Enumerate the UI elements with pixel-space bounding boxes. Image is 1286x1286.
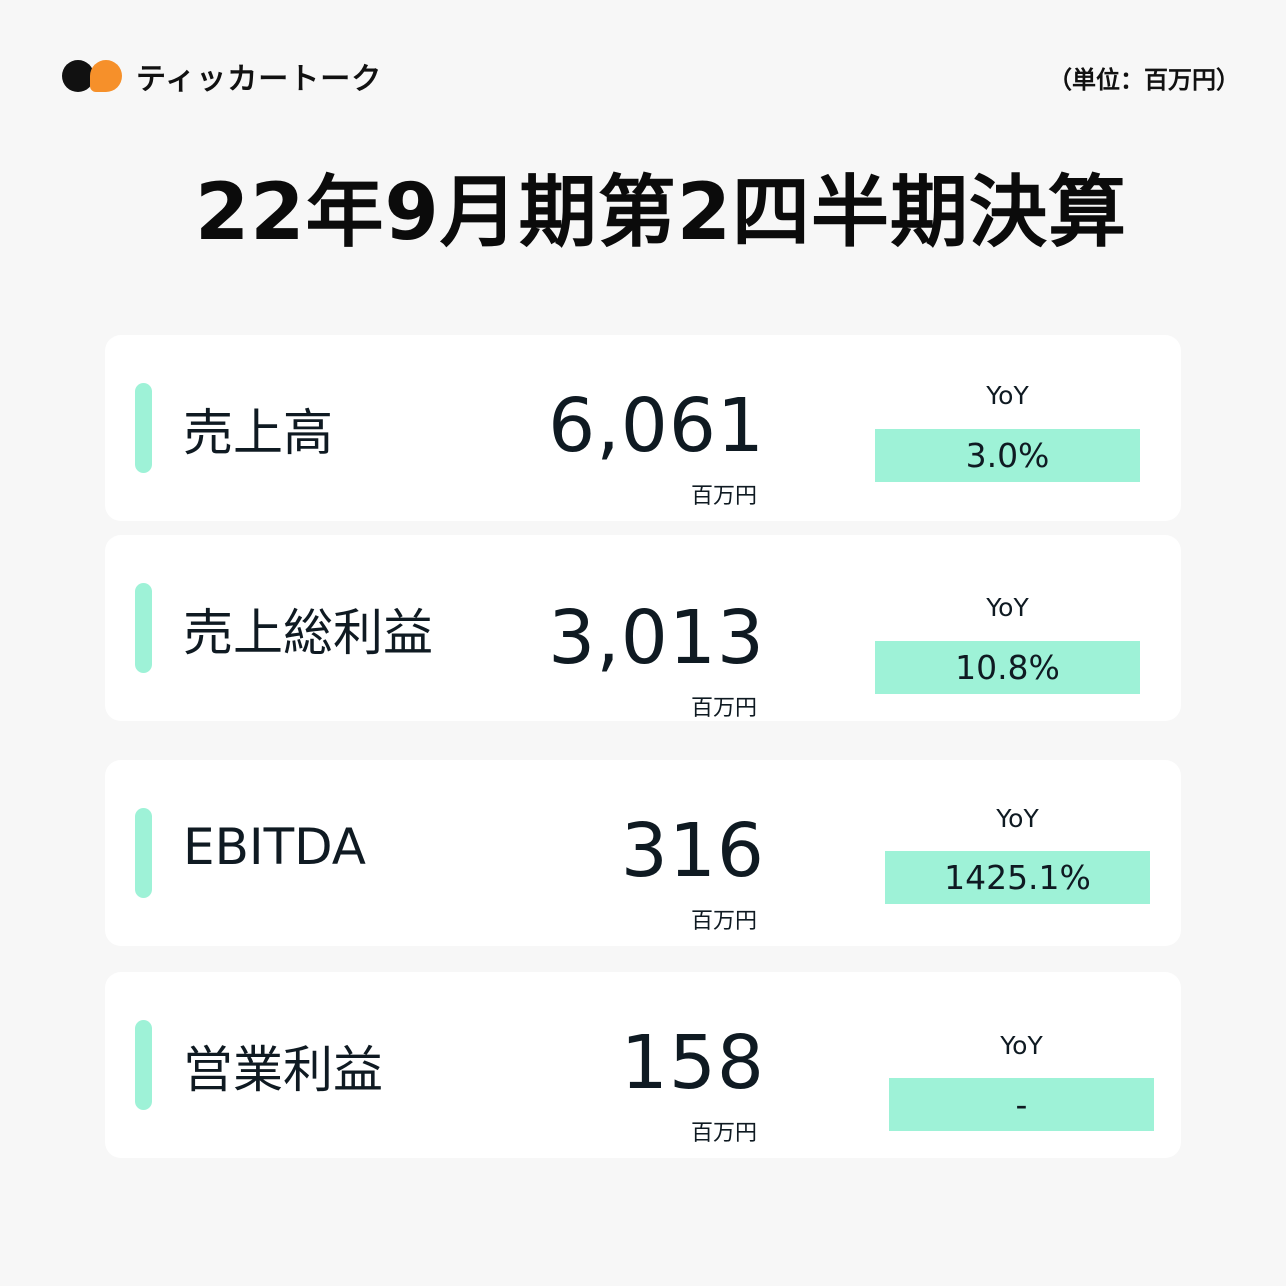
- metric-unit: 百万円: [690, 909, 757, 934]
- metric-label: 営業利益: [183, 1041, 383, 1099]
- yoy-caption: YoY: [986, 593, 1029, 622]
- metric-value: 3,013: [548, 595, 765, 681]
- yoy-caption: YoY: [1000, 1031, 1043, 1060]
- metric-card-operating-income: 営業利益 158 百万円 YoY -: [105, 972, 1181, 1158]
- metric-value: 6,061: [548, 383, 765, 469]
- accent-bar: [135, 583, 152, 673]
- brand: ティッカートーク: [60, 56, 383, 97]
- yoy-caption: YoY: [986, 381, 1029, 410]
- page-title: 22年9月期第2四半期決算: [194, 168, 1128, 258]
- metric-unit: 百万円: [690, 696, 757, 721]
- yoy-value-badge: 10.8%: [875, 641, 1140, 694]
- yoy-value-badge: 3.0%: [875, 429, 1140, 482]
- yoy-value-badge: 1425.1%: [885, 851, 1150, 904]
- brand-name: ティッカートーク: [136, 62, 383, 97]
- accent-bar: [135, 808, 152, 898]
- metric-value: 158: [620, 1020, 765, 1106]
- logo-orange-bubble: [90, 60, 122, 92]
- metric-card-revenue: 売上高 6,061 百万円 YoY 3.0%: [105, 335, 1181, 521]
- metric-card-ebitda: EBITDA 316 百万円 YoY 1425.1%: [105, 760, 1181, 946]
- metric-card-gross-profit: 売上総利益 3,013 百万円 YoY 10.8%: [105, 535, 1181, 721]
- yoy-value-badge: -: [889, 1078, 1154, 1131]
- accent-bar: [135, 1020, 152, 1110]
- speech-bubble-dots-icon: [60, 56, 126, 96]
- metric-unit: 百万円: [690, 484, 757, 509]
- metric-label: 売上総利益: [183, 604, 433, 662]
- yoy-caption: YoY: [996, 804, 1039, 833]
- metric-value: 316: [620, 808, 765, 894]
- metric-unit: 百万円: [690, 1121, 757, 1146]
- metric-label: 売上高: [183, 404, 333, 462]
- accent-bar: [135, 383, 152, 473]
- metric-label: EBITDA: [183, 818, 367, 876]
- logo-black-dot: [62, 60, 94, 92]
- unit-note: （単位：百万円）: [1048, 66, 1240, 94]
